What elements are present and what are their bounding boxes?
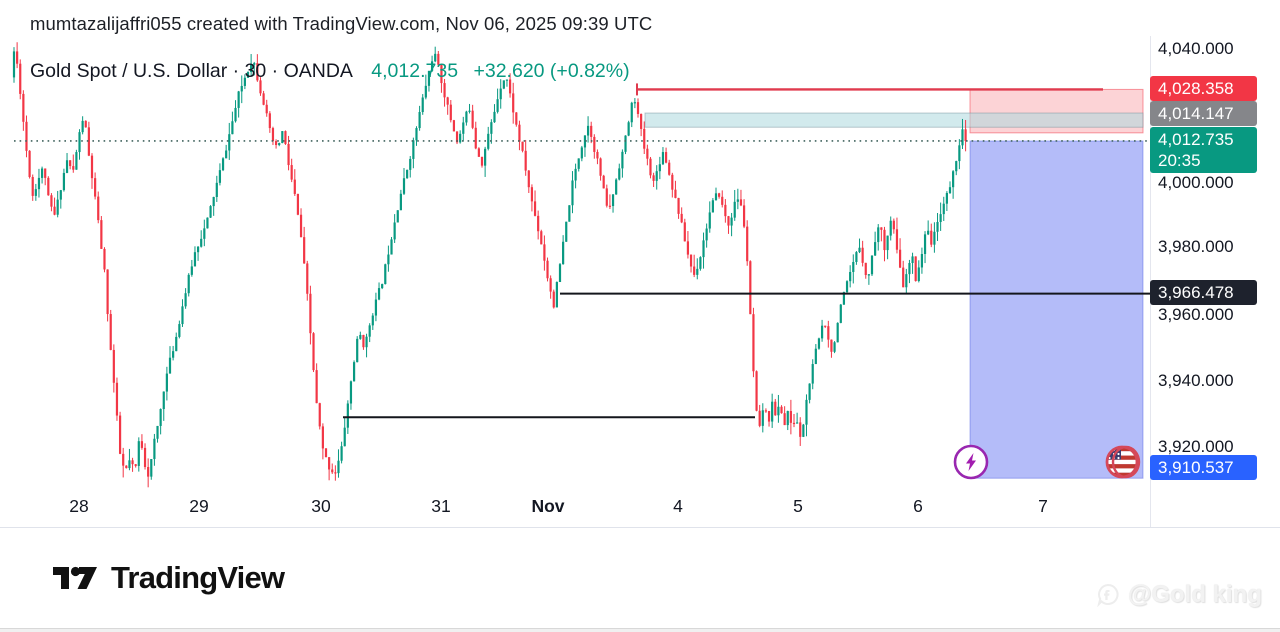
- bar-countdown: 20:35: [1158, 151, 1201, 170]
- price-change-value: +32.620 (+0.82%): [473, 60, 630, 82]
- symbol-legend[interactable]: Gold Spot / U.S. Dollar · 30 · OANDA 4,0…: [30, 60, 630, 83]
- price-badge-mid: 4,014.147: [1150, 101, 1257, 126]
- target-zone[interactable]: [969, 140, 1144, 479]
- tradingview-logo[interactable]: TradingView: [52, 560, 285, 596]
- tradingview-wordmark: TradingView: [111, 560, 285, 595]
- price-tick: 3,940.000: [1158, 371, 1234, 390]
- price-badge-target: 3,910.537: [1150, 455, 1257, 480]
- watermark-handle: @Gold king: [1127, 581, 1262, 608]
- last-price-value: 4,012.735: [371, 60, 459, 82]
- price-tick: 3,960.000: [1158, 305, 1234, 324]
- tradingview-logo-icon: [53, 566, 97, 589]
- author-watermark: @Gold king: [1096, 581, 1262, 609]
- symbol-title[interactable]: Gold Spot / U.S. Dollar · 30 · OANDA: [30, 60, 352, 82]
- attribution-text: mumtazalijaffri055 created with TradingV…: [30, 13, 653, 34]
- watermark-icon: [1097, 583, 1119, 607]
- last-price-badge-value: 4,012.735: [1158, 130, 1234, 149]
- price-badge-last: 4,012.735 20:35: [1150, 127, 1257, 173]
- us-flag-icon[interactable]: [1105, 445, 1141, 479]
- price-badge-resistance: 4,028.358: [1150, 76, 1257, 101]
- price-tick: 3,980.000: [1158, 237, 1234, 256]
- bottom-border: [0, 628, 1280, 632]
- price-axis[interactable]: 4,040.000 4,000.000 3,980.000 3,960.000 3,94…: [1150, 0, 1280, 527]
- price-tick: 4,000.000: [1158, 173, 1234, 192]
- price-tick: 4,040.000: [1158, 39, 1234, 58]
- price-tick: 3,920.000: [1158, 437, 1234, 456]
- candles[interactable]: [12, 42, 967, 488]
- price-badge-support: 3,966.478: [1150, 280, 1257, 305]
- footer: TradingView @Gold king: [0, 545, 1280, 629]
- lightning-icon[interactable]: [953, 444, 989, 480]
- time-axis-separator: [0, 527, 1280, 528]
- entry-band-zone[interactable]: [644, 112, 1144, 128]
